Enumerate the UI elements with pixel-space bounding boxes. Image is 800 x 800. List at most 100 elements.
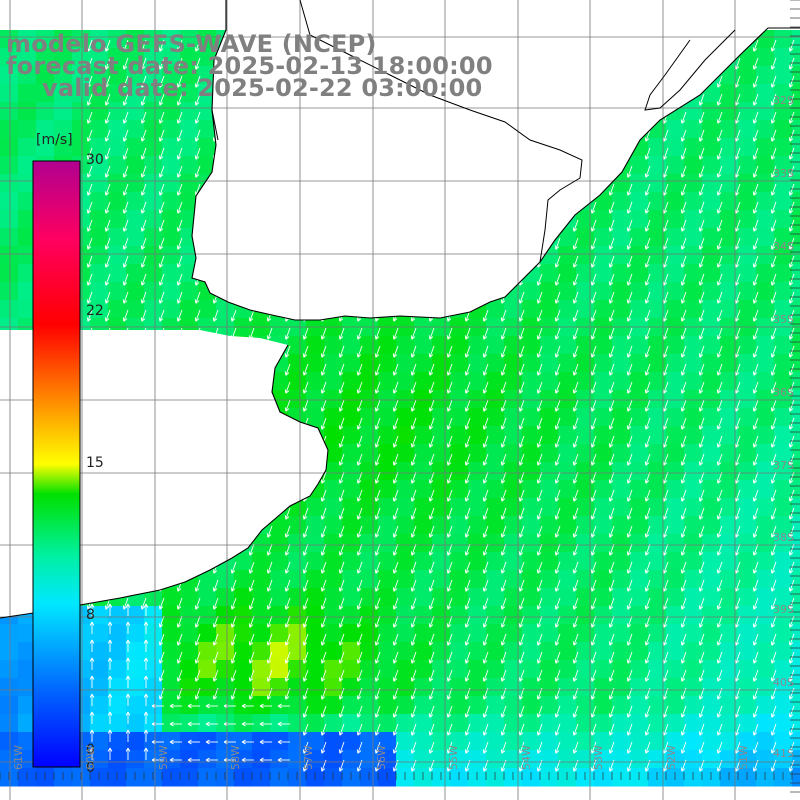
wind-arrow-head: [770, 137, 773, 142]
wind-cell: [180, 300, 199, 319]
wind-arrow-head: [428, 353, 431, 358]
wind-arrow-head: [752, 191, 755, 196]
wind-cell: [0, 210, 19, 229]
wind-cell: [144, 84, 163, 103]
wind-cell: [756, 264, 775, 283]
wind-cell: [342, 498, 361, 517]
wind-cell: [792, 30, 800, 49]
wind-arrow-head: [554, 335, 557, 340]
wind-cell: [594, 606, 613, 625]
wind-arrow-head: [608, 371, 611, 376]
wind-cell: [612, 570, 631, 589]
wind-cell: [378, 480, 397, 499]
wind-arrow-head: [158, 191, 161, 196]
wind-cell: [18, 714, 37, 733]
wind-arrow-head: [626, 443, 629, 448]
wind-cell: [288, 372, 307, 391]
wind-cell: [792, 588, 800, 607]
wind-cell: [648, 696, 667, 715]
wind-cell: [666, 606, 685, 625]
wind-cell: [612, 336, 631, 355]
wind-cell: [0, 678, 19, 697]
wind-arrow-head: [176, 227, 179, 232]
wind-cell: [198, 606, 217, 625]
wind-cell: [324, 444, 343, 463]
wind-arrow-head: [374, 353, 377, 358]
wind-arrow-head: [680, 227, 683, 232]
wind-cell: [702, 570, 721, 589]
wind-cell: [108, 300, 127, 319]
wind-cell: [720, 246, 739, 265]
wind-cell: [522, 642, 541, 661]
wind-cell: [666, 174, 685, 193]
wind-arrow-head: [338, 461, 341, 466]
wind-cell: [612, 732, 631, 751]
wind-arrow-head: [698, 263, 701, 268]
wind-arrow-head: [716, 461, 719, 466]
wind-cell: [342, 444, 361, 463]
wind-arrow-head: [680, 443, 683, 448]
wind-arrow-head: [356, 371, 359, 376]
wind-cell: [522, 408, 541, 427]
wind-arrow-head: [140, 299, 143, 304]
wind-cell: [612, 480, 631, 499]
wind-cell: [144, 300, 163, 319]
wind-cell: [522, 534, 541, 553]
wind-cell: [162, 120, 181, 139]
wind-cell: [108, 48, 127, 67]
wind-arrow-head: [482, 353, 485, 358]
wind-cell: [198, 642, 217, 661]
wind-cell: [54, 84, 73, 103]
wind-arrow-head: [536, 353, 539, 358]
wind-cell: [774, 426, 793, 445]
wind-arrow-head: [248, 317, 251, 322]
wind-cell: [666, 588, 685, 607]
wind-cell: [396, 552, 415, 571]
wind-cell: [234, 678, 253, 697]
wind-arrow-head: [194, 119, 197, 124]
wind-arrow-head: [518, 479, 521, 484]
wind-cell: [522, 732, 541, 751]
wind-cell: [540, 480, 559, 499]
wind-cell: [126, 48, 145, 67]
wind-cell: [612, 588, 631, 607]
wind-cell: [468, 336, 487, 355]
wind-cell: [468, 390, 487, 409]
wind-cell: [630, 732, 649, 751]
wind-cell: [738, 750, 757, 769]
wind-cell: [648, 552, 667, 571]
wind-cell: [108, 732, 127, 751]
wind-cell: [702, 462, 721, 481]
wind-arrow-head: [644, 299, 647, 304]
wind-cell: [288, 624, 307, 643]
wind-arrow-head: [176, 317, 179, 322]
wind-cell: [396, 606, 415, 625]
wind-cell: [774, 552, 793, 571]
wind-arrow-head: [464, 389, 467, 394]
wind-cell: [756, 462, 775, 481]
wind-cell: [450, 714, 469, 733]
wind-arrow-head: [572, 335, 575, 340]
wind-arrow-head: [86, 173, 89, 178]
wind-cell: [234, 552, 253, 571]
wind-cell: [594, 228, 613, 247]
wind-arrow-head: [770, 119, 773, 124]
wind-arrow-head: [572, 227, 575, 232]
wind-arrow-head: [716, 263, 719, 268]
wind-arrow-head: [141, 48, 146, 52]
wind-cell: [720, 336, 739, 355]
wind-cell: [90, 246, 109, 265]
wind-arrow-head: [644, 407, 647, 412]
wind-cell: [648, 624, 667, 643]
wind-cell: [774, 444, 793, 463]
wind-cell: [702, 696, 721, 715]
wind-arrow-head: [644, 227, 647, 232]
wind-cell: [684, 534, 703, 553]
wind-arrow-head: [518, 389, 521, 394]
wind-arrow-head: [176, 209, 179, 214]
wind-cell: [360, 426, 379, 445]
wind-cell: [342, 660, 361, 679]
wind-cell: [144, 228, 163, 247]
wind-cell: [162, 264, 181, 283]
wind-cell: [612, 624, 631, 643]
